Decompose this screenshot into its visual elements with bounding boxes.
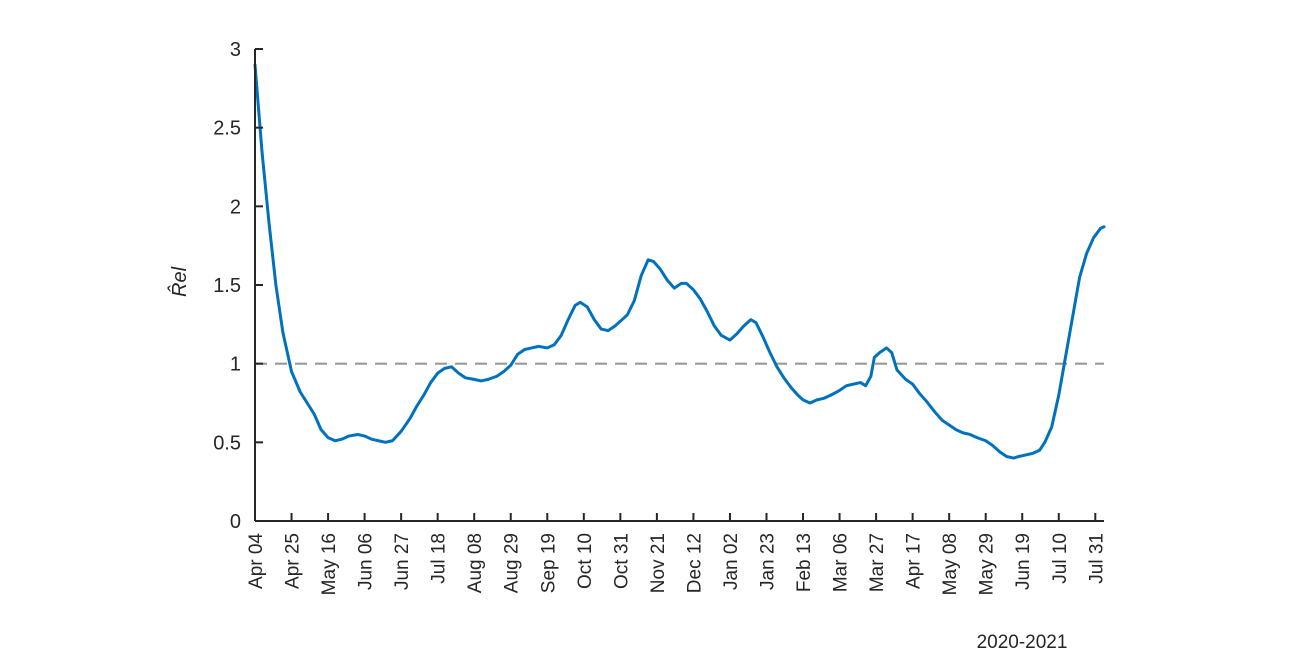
x-tick-label: Oct 10 [575, 533, 596, 589]
x-tick-label: Apr 17 [904, 533, 925, 589]
date-range-label: 2020-2021 [977, 632, 1068, 653]
x-tick-label: Mar 06 [831, 533, 852, 592]
x-tick-label: Nov 21 [648, 533, 669, 593]
x-tick-label: Feb 13 [794, 533, 815, 592]
x-tick-label: May 16 [319, 533, 340, 595]
y-tick-label: 1.5 [213, 275, 241, 297]
x-tick-label: Jul 18 [429, 533, 450, 584]
x-tick-label: Apr 25 [283, 533, 304, 589]
x-tick-label: Jan 02 [721, 533, 742, 590]
x-tick-label: Jun 19 [1013, 533, 1034, 590]
x-tick-label: Jun 27 [392, 533, 413, 590]
x-tick-label: Sep 19 [538, 533, 559, 593]
y-tick-label: 2 [230, 196, 241, 218]
series-line-0 [253, 63, 1106, 460]
x-tick-label: Jul 31 [1086, 533, 1107, 584]
y-tick-label: 0 [230, 511, 241, 533]
x-tick-label: Jun 06 [356, 533, 377, 590]
x-tick-label: May 29 [977, 533, 998, 595]
x-tick-label: Aug 08 [465, 533, 486, 593]
x-tick-label: Aug 29 [502, 533, 523, 593]
x-tick-label: May 08 [940, 533, 961, 595]
y-tick-label: 3 [230, 39, 241, 61]
y-tick-label: 2.5 [213, 118, 241, 140]
x-tick-label: Mar 27 [867, 533, 888, 592]
x-tick-label: Dec 12 [684, 533, 705, 593]
y-tick-label: 0.5 [213, 432, 241, 454]
x-tick-label: Oct 31 [611, 533, 632, 589]
x-tick-label: Jan 23 [757, 533, 778, 590]
y-tick-label: 1 [230, 354, 241, 376]
x-tick-label: Apr 04 [246, 533, 267, 589]
y-axis-label: R̂el [168, 266, 191, 297]
x-tick-label: Jul 10 [1050, 533, 1071, 584]
